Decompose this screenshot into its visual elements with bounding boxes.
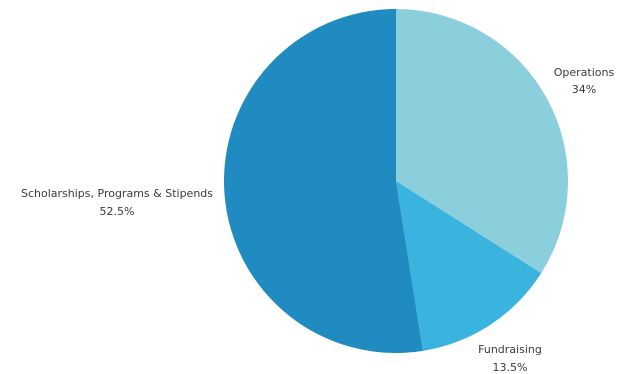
pie-slice-operations	[396, 9, 569, 274]
slice-value-operations: 34%	[572, 83, 596, 96]
pie-labels: Operations 34% Fundraising 13.5% Scholar…	[21, 66, 615, 374]
slice-label-fundraising: Fundraising	[478, 343, 542, 356]
slice-label-scholarships: Scholarships, Programs & Stipends	[21, 187, 213, 200]
slice-value-fundraising: 13.5%	[493, 361, 528, 374]
pie-slice-scholarships-programs-stipends	[223, 9, 423, 353]
pie-slice-fundraising	[396, 181, 542, 351]
slice-value-scholarships: 52.5%	[100, 205, 135, 218]
slice-label-operations: Operations	[554, 66, 615, 79]
pie-slices	[223, 9, 569, 353]
